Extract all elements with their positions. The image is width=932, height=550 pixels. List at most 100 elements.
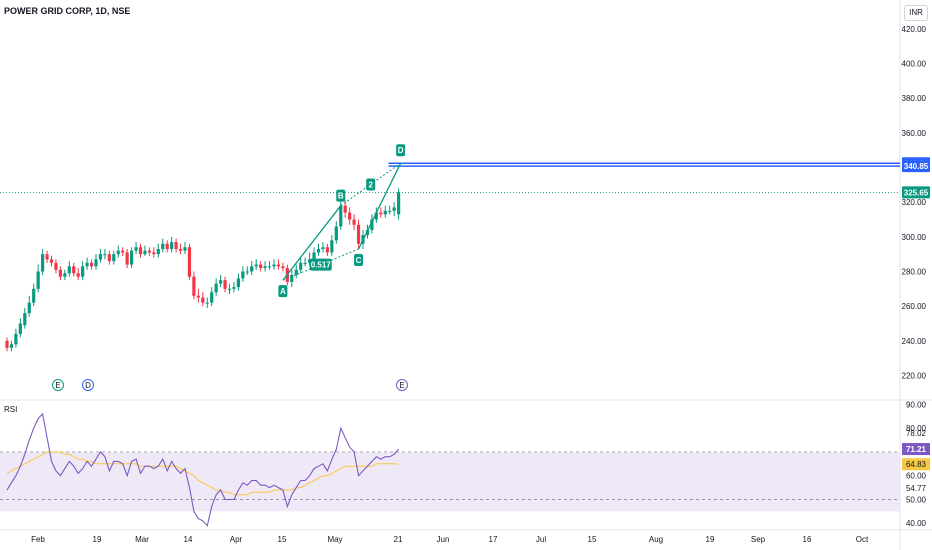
candle-body [205,302,209,304]
candle-body [27,302,31,314]
candle-body [352,219,356,225]
axes: Feb 19 Mar 14 Apr 15 May 21 Jun 17 Jul 15 Aug 19 Sep 16… [31,25,930,544]
candle-body [72,266,76,274]
pattern-label: 0.517 [311,261,332,270]
candle-body [334,226,338,241]
event-marker-label: E [399,381,404,390]
x-tick-label: Oct [856,535,869,544]
rsi-overbought-band [0,451,900,512]
candle-body [143,250,147,255]
x-tick-label: 15 [588,535,597,544]
rsi-ma-tag-bg [902,458,930,471]
pattern-label: 2 [368,180,373,189]
candle-body [348,212,352,220]
x-tick-label: 16 [803,535,812,544]
rsi-ma-tag: 64.83 [906,460,927,469]
x-tick-label: Apr [230,535,243,544]
rsi-tick-label: 80.00 [906,424,927,433]
candle-body [14,333,18,345]
candle-body [290,274,294,282]
candle-body [45,254,49,260]
x-tick-label: May [327,535,342,544]
candle-body [18,323,22,334]
y-tick-label: 420.00 [902,25,927,34]
candle-body [214,283,218,293]
candle-body [54,262,58,270]
event-marker-e [52,379,64,391]
x-tick-label: 17 [489,535,498,544]
x-tick-label: Sep [751,535,766,544]
candle-body [67,266,71,274]
candle-body [325,247,329,253]
candle-body [374,212,378,220]
candle-body [76,273,80,277]
symbol-title: POWER GRID CORP, 1D, NSE [4,6,130,16]
level-b-tag: 340.85 [904,162,929,171]
candle-body [294,269,298,275]
x-tick-label: 15 [278,535,287,544]
candle-body [89,262,94,267]
x-tick-label: 19 [706,535,715,544]
candle-body [5,340,9,348]
candle-body [210,292,214,303]
candle-body [299,262,303,270]
candle-body [219,280,223,284]
candle-body [241,271,245,279]
candle-body [49,259,54,263]
currency-button[interactable]: INR [904,5,928,21]
pattern-label: D [398,146,404,155]
event-marker-d [82,379,94,391]
pattern-label-bg [278,285,288,298]
candle-body [161,243,165,249]
candle-body [134,247,138,251]
candle-body [103,254,107,256]
candle-body [23,313,27,326]
candle-body [356,224,361,244]
candles [5,188,401,352]
rsi-tick-label: 60.00 [906,472,927,481]
x-tick-label: 21 [394,535,403,544]
pattern-leg-cd [357,162,402,250]
candle-body [107,254,111,262]
candle-body [365,229,370,236]
y-tick-label: 260.00 [902,302,927,311]
candle-body [121,250,125,253]
abcd-pattern: A B C D 0.517 2 [278,144,406,298]
event-marker-label: D [85,381,91,390]
candle-body [281,266,285,269]
candle-body [397,192,401,215]
candle-body [196,295,200,298]
x-tick-label: Jul [536,535,546,544]
event-marker-label: E [55,381,60,390]
pattern-label: B [338,192,344,201]
y-tick-label: 300.00 [902,233,927,242]
candle-body [343,205,347,213]
x-tick-label: Feb [31,535,45,544]
candle-body [178,248,183,251]
y-tick-label: 320.00 [902,198,927,207]
candle-body [339,205,343,227]
current-price-tag-bg [902,186,930,199]
rsi-band [0,451,900,512]
candle-body [388,210,392,212]
y-tick-label: 380.00 [902,94,927,103]
candle-body [187,247,192,277]
candle-body [36,271,40,289]
pattern-label-bg [366,178,376,191]
candle-body [63,273,67,277]
candle-body [316,248,321,253]
candle-body [272,264,276,267]
rsi-value-tag-bg [902,443,930,456]
rsi-line [6,412,400,527]
x-tick-label: Aug [649,535,663,544]
pattern-label-bg [309,258,332,271]
candle-body [227,288,232,290]
candle-body [138,247,143,255]
candle-body [9,344,14,348]
candle-body [125,252,129,265]
x-tick-label: 19 [93,535,102,544]
candle-body [94,259,98,267]
candle-body [85,262,89,267]
